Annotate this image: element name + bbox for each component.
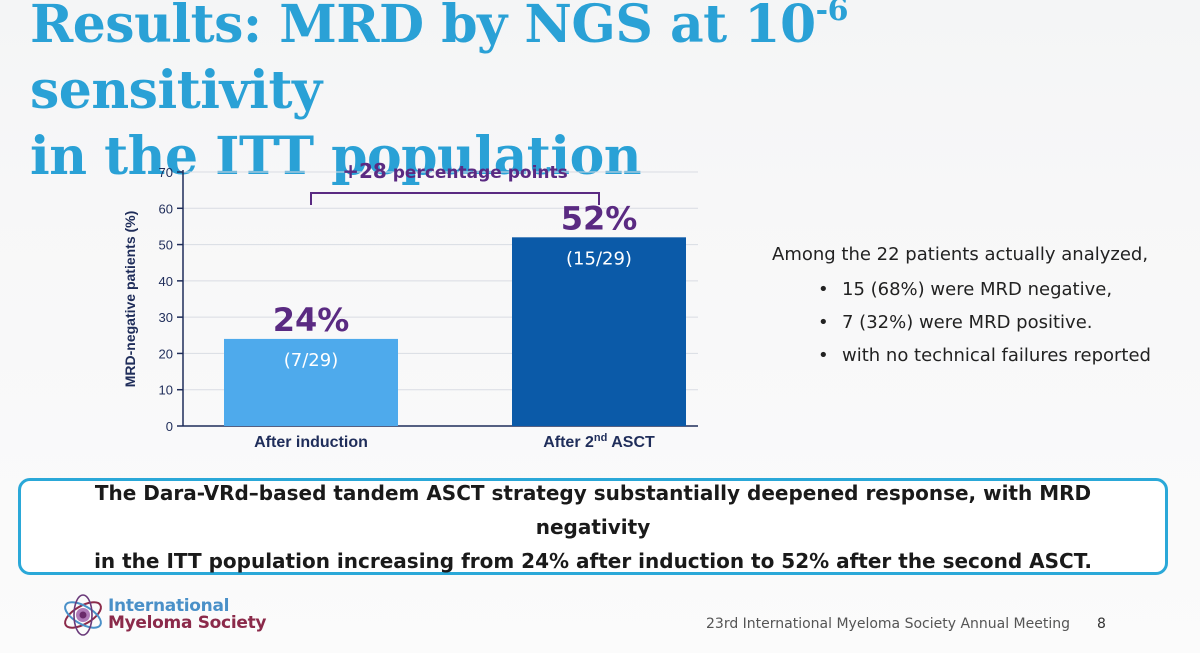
y-tick-label: 50 xyxy=(159,238,173,253)
slide-title: Results: MRD by NGS at 10-6 sensitivity … xyxy=(30,0,1130,190)
x-category-label: After 2nd ASCT xyxy=(543,432,655,451)
analysis-summary: Among the 22 patients actually analyzed,… xyxy=(772,240,1192,372)
y-tick-label: 0 xyxy=(166,419,173,434)
x-category-label-sup: nd xyxy=(594,432,607,444)
footer-meeting-name: 23rd International Myeloma Society Annua… xyxy=(706,616,1070,632)
comparison-annotation: +28 percentage points xyxy=(342,159,568,183)
y-tick-label: 30 xyxy=(159,310,173,325)
x-category-label: After induction xyxy=(254,434,368,451)
bar-count-label: (7/29) xyxy=(284,350,338,371)
bar-value-label: 52% xyxy=(561,199,638,237)
bar-count-label: (15/29) xyxy=(566,248,632,269)
bar-2 xyxy=(512,237,686,426)
y-axis-label: MRD-negative patients (%) xyxy=(122,211,138,388)
logo-text-international: International xyxy=(108,596,230,616)
comparison-bracket xyxy=(310,192,600,205)
ims-logo: International Myeloma Society xyxy=(60,592,280,644)
y-tick-label: 60 xyxy=(159,201,173,216)
x-category-label-main: After 2 xyxy=(543,434,594,451)
bar-1 xyxy=(224,338,398,426)
annotation-text: percentage points xyxy=(387,163,568,183)
summary-bullet-list: 15 (68%) were MRD negative, 7 (32%) were… xyxy=(772,273,1192,372)
x-category-label-main: After induction xyxy=(254,434,368,451)
annotation-number: +28 xyxy=(342,159,387,183)
summary-bullet: 15 (68%) were MRD negative, xyxy=(818,273,1192,306)
conclusion-text: The Dara-VRd–based tandem ASCT strategy … xyxy=(41,476,1145,578)
page-number: 8 xyxy=(1097,616,1106,632)
x-category-label-tail: ASCT xyxy=(607,434,655,451)
bar-value-label: 24% xyxy=(273,301,350,339)
title-line2: in the ITT population xyxy=(30,126,642,187)
conclusion-line2: in the ITT population increasing from 24… xyxy=(94,548,1092,573)
conclusion-box: The Dara-VRd–based tandem ASCT strategy … xyxy=(18,478,1168,575)
title-line1-post: sensitivity xyxy=(30,60,322,121)
summary-bullet: 7 (32%) were MRD positive. xyxy=(818,306,1192,339)
y-tick-label: 20 xyxy=(159,346,173,361)
title-line1-pre: Results: MRD by NGS at 10 xyxy=(30,0,816,55)
conclusion-line1: The Dara-VRd–based tandem ASCT strategy … xyxy=(94,480,1092,539)
logo-text-myeloma-society: Myeloma Society xyxy=(108,613,267,633)
y-tick-label: 70 xyxy=(159,165,173,180)
y-tick-label: 40 xyxy=(159,274,173,289)
title-exponent: -6 xyxy=(815,0,849,28)
y-tick-label: 10 xyxy=(159,383,173,398)
summary-bullet: with no technical failures reported xyxy=(818,339,1192,372)
myeloma-society-logo-icon xyxy=(64,594,102,636)
summary-lead: Among the 22 patients actually analyzed, xyxy=(772,244,1149,265)
